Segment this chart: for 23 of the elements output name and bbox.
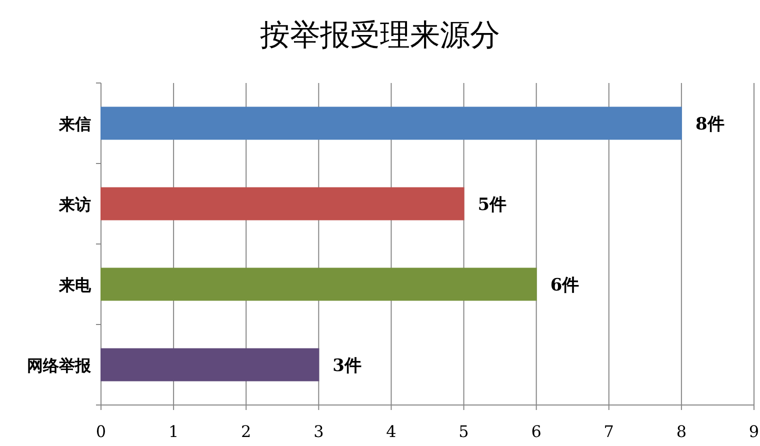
data-label: 5件 [478, 194, 507, 215]
x-tick-label: 9 [748, 422, 760, 441]
x-tick-label: 8 [676, 422, 687, 441]
y-tick-label: 来电 [58, 275, 92, 294]
data-label: 3件 [332, 356, 362, 376]
data-label: 6件 [550, 275, 580, 296]
bar [100, 268, 537, 301]
x-tick-label: 4 [386, 422, 396, 441]
x-tick-label: 5 [458, 422, 469, 441]
y-tick-label: 来信 [58, 114, 91, 134]
bar [100, 187, 464, 220]
x-tick-label: 1 [168, 422, 179, 441]
data-label: 8件 [695, 114, 724, 134]
x-tick-label: 3 [314, 422, 324, 441]
y-tick-label: 网络举报 [27, 356, 92, 375]
bar [100, 348, 320, 382]
chart-title: 按举报受理来源分 [260, 18, 500, 53]
x-tick-label: 7 [604, 422, 614, 441]
y-tick-label: 来访 [58, 194, 91, 214]
x-tick-label: 0 [96, 422, 106, 441]
bar [100, 106, 682, 140]
x-tick-label: 6 [531, 422, 542, 441]
x-tick-label: 2 [241, 422, 252, 441]
